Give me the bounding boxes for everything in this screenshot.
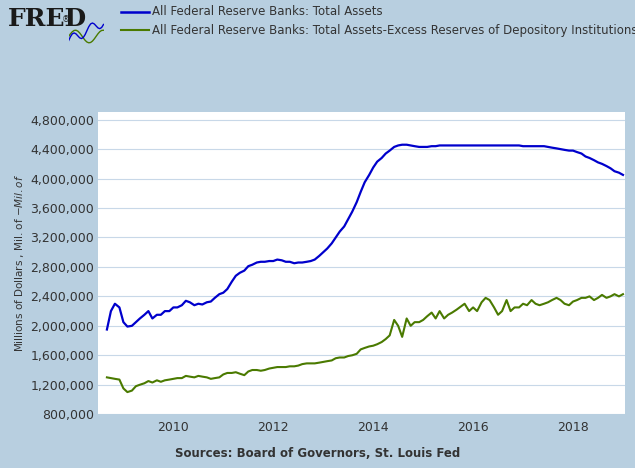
Text: FRED: FRED <box>8 7 87 31</box>
Text: ®: ® <box>62 15 70 24</box>
Text: All Federal Reserve Banks: Total Assets: All Federal Reserve Banks: Total Assets <box>152 5 383 18</box>
Text: All Federal Reserve Banks: Total Assets-Excess Reserves of Depository Institutio: All Federal Reserve Banks: Total Assets-… <box>152 24 635 37</box>
Text: Sources: Board of Governors, St. Louis Fed: Sources: Board of Governors, St. Louis F… <box>175 446 460 460</box>
Y-axis label: Millions of Dollars , Mil. of $-Mil. of $: Millions of Dollars , Mil. of $-Mil. of … <box>13 174 26 352</box>
